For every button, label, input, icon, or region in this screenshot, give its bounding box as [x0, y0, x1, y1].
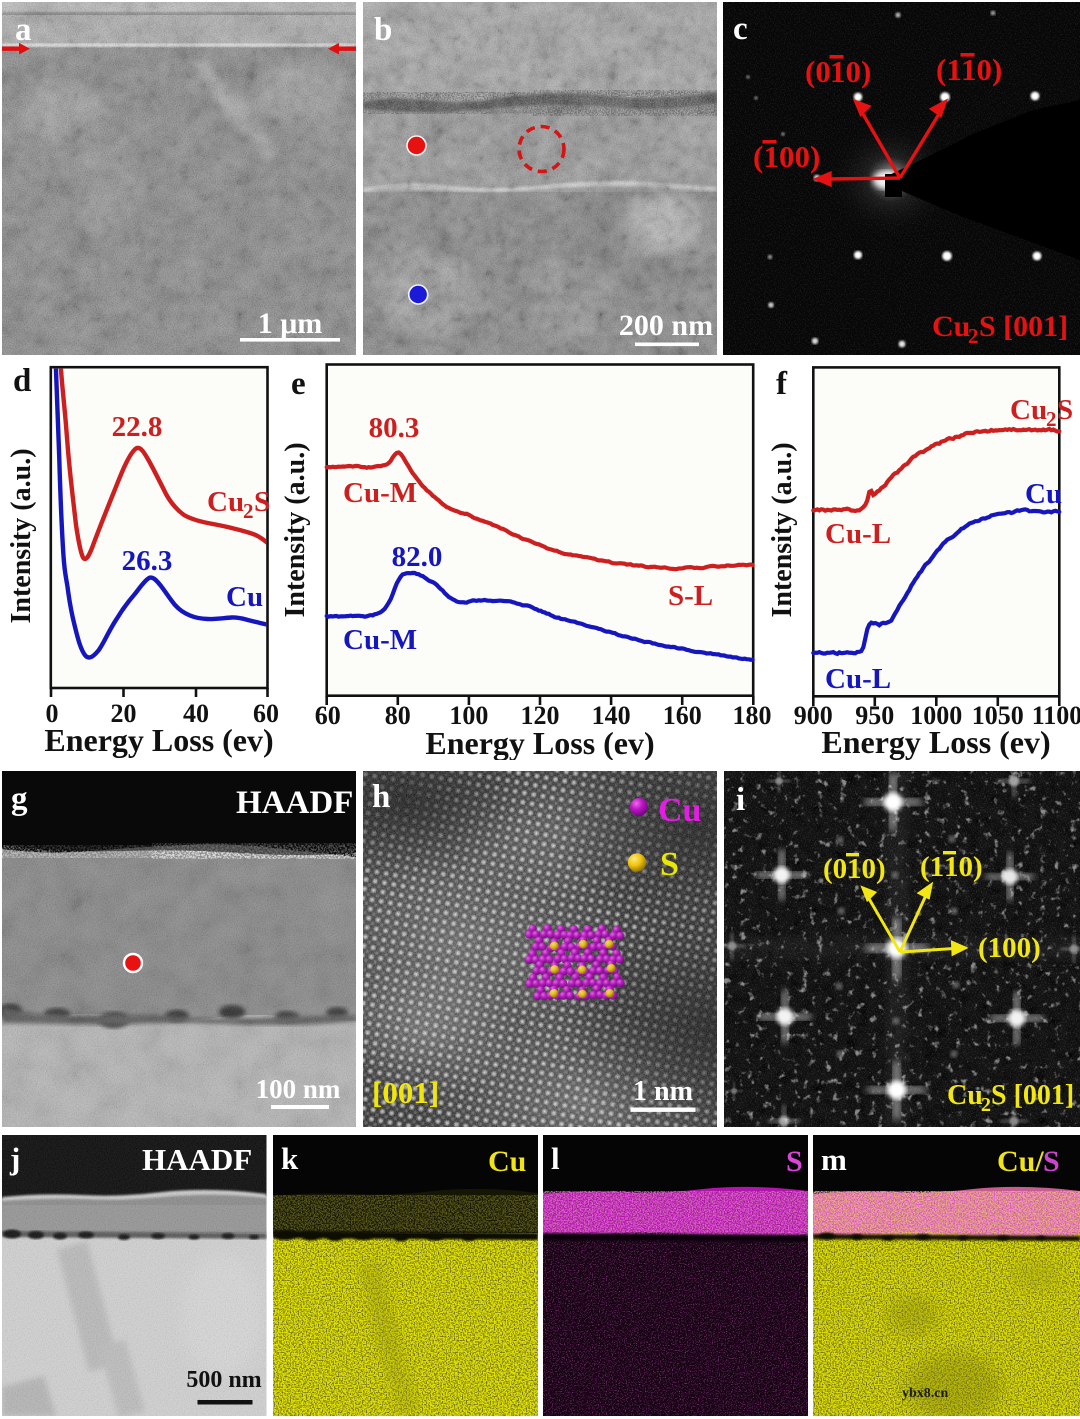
- svg-text:i: i: [736, 782, 745, 818]
- svg-text:22.8: 22.8: [112, 411, 163, 443]
- svg-text:1000: 1000: [910, 701, 962, 730]
- svg-text:500 nm: 500 nm: [186, 1367, 261, 1393]
- svg-text:0: 0: [46, 699, 59, 728]
- svg-text:20: 20: [111, 699, 137, 728]
- svg-text:S: S: [1043, 1145, 1060, 1178]
- svg-text:ybx8.cn: ybx8.cn: [902, 1386, 949, 1401]
- svg-text:1050: 1050: [972, 701, 1024, 730]
- svg-text:0): 0): [862, 853, 886, 885]
- svg-text:2: 2: [1046, 407, 1057, 431]
- svg-text:d: d: [13, 363, 31, 399]
- svg-text:Cu: Cu: [947, 1080, 983, 1111]
- svg-text:a: a: [15, 12, 32, 48]
- svg-text:Cu: Cu: [1025, 478, 1062, 510]
- svg-text:(: (: [753, 139, 763, 174]
- svg-text:k: k: [281, 1141, 299, 1176]
- svg-text:S [001]: S [001]: [991, 1080, 1074, 1111]
- svg-text:Cu: Cu: [226, 581, 263, 613]
- svg-text:00): 00): [779, 139, 820, 174]
- svg-text:1: 1: [764, 139, 780, 174]
- svg-text:(0: (0: [823, 853, 847, 885]
- svg-text:Energy Loss (ev): Energy Loss (ev): [821, 724, 1050, 760]
- svg-text:Cu-L: Cu-L: [825, 663, 891, 695]
- svg-text:(0: (0: [805, 54, 831, 89]
- svg-text:S: S: [786, 1145, 803, 1178]
- svg-text:f: f: [776, 366, 788, 402]
- svg-text:Cu-M: Cu-M: [343, 477, 417, 509]
- svg-text:S: S: [660, 846, 679, 883]
- svg-text:1: 1: [944, 851, 959, 883]
- svg-text:(1: (1: [920, 851, 944, 883]
- svg-text:1: 1: [847, 853, 862, 885]
- svg-text:Energy Loss (ev): Energy Loss (ev): [44, 722, 273, 758]
- svg-text:40: 40: [183, 699, 209, 728]
- svg-text:Cu/: Cu/: [997, 1145, 1044, 1178]
- svg-text:S-L: S-L: [668, 580, 713, 612]
- svg-text:1: 1: [830, 54, 846, 89]
- svg-text:80: 80: [385, 701, 411, 730]
- svg-text:82.0: 82.0: [392, 541, 443, 573]
- svg-text:60: 60: [253, 699, 279, 728]
- svg-text:Cu: Cu: [658, 792, 701, 829]
- svg-text:2: 2: [981, 1094, 991, 1116]
- svg-text:Cu: Cu: [1010, 394, 1047, 426]
- svg-text:0): 0): [959, 851, 983, 883]
- svg-text:c: c: [733, 11, 748, 47]
- svg-text:(1: (1: [936, 52, 962, 87]
- svg-text:1 μm: 1 μm: [258, 307, 323, 340]
- svg-text:S: S: [1057, 394, 1073, 426]
- svg-text:80.3: 80.3: [369, 412, 420, 444]
- svg-text:HAADF: HAADF: [236, 785, 353, 821]
- svg-text:e: e: [291, 366, 306, 402]
- svg-text:26.3: 26.3: [122, 545, 173, 577]
- svg-text:Energy Loss (ev): Energy Loss (ev): [425, 725, 654, 760]
- svg-text:120: 120: [521, 701, 560, 730]
- svg-text:S: S: [254, 486, 270, 518]
- svg-text:60: 60: [315, 701, 341, 730]
- svg-text:g: g: [11, 781, 28, 817]
- svg-text:2: 2: [243, 499, 254, 523]
- svg-text:HAADF: HAADF: [142, 1142, 252, 1177]
- svg-text:Intensity (a.u.): Intensity (a.u.): [767, 442, 798, 617]
- svg-text:j: j: [9, 1141, 20, 1176]
- svg-text:[001]: [001]: [372, 1075, 439, 1110]
- svg-text:200 nm: 200 nm: [619, 309, 713, 342]
- svg-text:l: l: [551, 1141, 560, 1176]
- svg-text:900: 900: [794, 701, 833, 730]
- svg-text:Intensity (a.u.): Intensity (a.u.): [280, 442, 311, 617]
- svg-text:950: 950: [855, 701, 894, 730]
- svg-text:Cu-L: Cu-L: [825, 518, 891, 550]
- svg-text:1 nm: 1 nm: [633, 1076, 693, 1107]
- svg-text:140: 140: [592, 701, 631, 730]
- svg-text:100 nm: 100 nm: [256, 1074, 341, 1104]
- svg-text:S [001]: S [001]: [979, 310, 1068, 343]
- svg-text:Cu: Cu: [207, 486, 244, 518]
- svg-text:1: 1: [961, 52, 977, 87]
- svg-text:100: 100: [449, 701, 488, 730]
- svg-text:2: 2: [968, 324, 979, 348]
- svg-text:0): 0): [846, 54, 872, 89]
- svg-text:1100: 1100: [1032, 701, 1080, 730]
- svg-text:Intensity (a.u.): Intensity (a.u.): [6, 448, 37, 623]
- svg-text:Cu: Cu: [932, 310, 970, 343]
- svg-text:Cu: Cu: [488, 1145, 526, 1178]
- svg-text:160: 160: [663, 701, 702, 730]
- svg-text:0): 0): [977, 52, 1003, 87]
- svg-text:(100): (100): [978, 932, 1041, 964]
- svg-text:180: 180: [733, 701, 772, 730]
- svg-text:m: m: [821, 1142, 847, 1177]
- svg-text:b: b: [374, 12, 392, 48]
- svg-text:h: h: [372, 779, 390, 815]
- svg-text:Cu-M: Cu-M: [343, 624, 417, 656]
